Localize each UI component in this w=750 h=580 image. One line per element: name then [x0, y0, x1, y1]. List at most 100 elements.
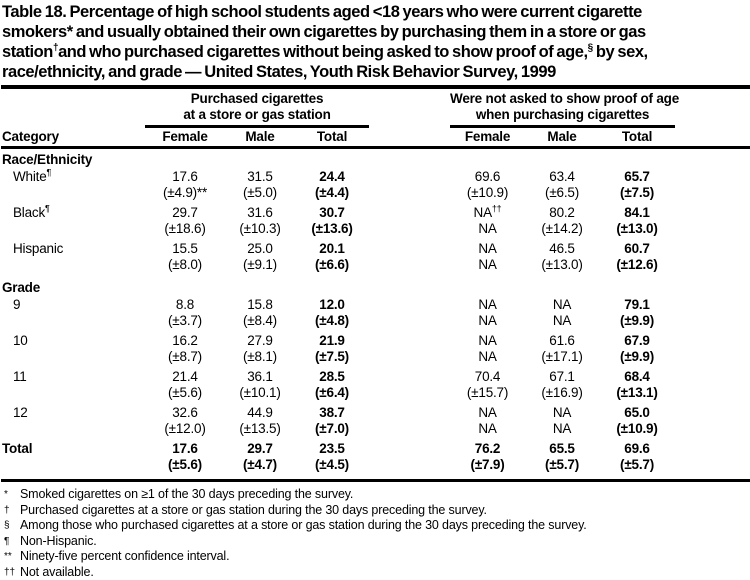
- group-gap-cell: [369, 297, 450, 313]
- value-cell: (±7.0): [295, 421, 369, 441]
- value-cell: NA: [525, 405, 599, 421]
- group2-header-line2: when purchasing cigarettes: [450, 107, 675, 123]
- footnote-text: Ninety-five percent confidence interval.: [20, 549, 229, 565]
- value-cell: 31.5: [225, 169, 295, 185]
- value-cell: NA: [450, 241, 525, 257]
- value-cell: (±8.7): [145, 349, 225, 369]
- category-cell: Total: [1, 441, 145, 457]
- value-cell: (±18.6): [145, 221, 225, 241]
- value-cell: 38.7: [295, 405, 369, 421]
- value-cell: NA: [525, 313, 599, 333]
- footnote-marker: ††: [4, 565, 20, 580]
- right-margin-cell: [675, 441, 750, 457]
- table-title-line: race/ethnicity, and grade — United State…: [2, 62, 750, 82]
- footnote-marker: §: [4, 518, 20, 534]
- right-margin-cell: [675, 297, 750, 313]
- value-cell: (±6.4): [295, 385, 369, 405]
- value-cell: 46.5: [525, 241, 599, 257]
- footnote-text: Smoked cigarettes on ≥1 of the 30 days p…: [20, 487, 353, 503]
- value-cell: NA††: [450, 205, 525, 221]
- group-gap-cell: [369, 421, 450, 441]
- group-gap-cell: [369, 241, 450, 257]
- group-gap-cell: [369, 369, 450, 385]
- empty-corner-cell: [1, 89, 145, 127]
- table-title-line: smokers* and usually obtained their own …: [2, 22, 750, 42]
- footnote-marker: †: [4, 503, 20, 519]
- right-margin-cell: [675, 349, 750, 369]
- value-cell: (±9.9): [599, 349, 675, 369]
- section-header-row: Race/Ethnicity: [1, 148, 750, 170]
- value-cell: (±8.1): [225, 349, 295, 369]
- category-cell: Black¶: [1, 205, 145, 221]
- category-cell: [1, 385, 145, 405]
- value-cell: 65.0: [599, 405, 675, 421]
- value-cell: (±7.9): [450, 457, 525, 477]
- right-margin-cell: [675, 241, 750, 257]
- value-cell: (±10.9): [599, 421, 675, 441]
- group-gap-cell: [369, 441, 450, 457]
- category-column-header: Category: [1, 127, 145, 148]
- section-header-row: Grade: [1, 277, 750, 297]
- group-gap-cell: [369, 385, 450, 405]
- value-cell: (±4.7): [225, 457, 295, 477]
- category-cell: [1, 257, 145, 277]
- group-gap-cell: [369, 405, 450, 421]
- footnote-text: Not available.: [20, 565, 94, 580]
- value-cell: (±15.7): [450, 385, 525, 405]
- category-cell: 9: [1, 297, 145, 313]
- value-cell: (±7.5): [295, 349, 369, 369]
- value-cell: (±4.9)**: [145, 185, 225, 205]
- right-margin-cell: [675, 185, 750, 205]
- value-cell: (±12.6): [599, 257, 675, 277]
- value-cell: NA: [525, 297, 599, 313]
- footnote-text: Among those who purchased cigarettes at …: [20, 518, 587, 534]
- right-margin-cell: [675, 405, 750, 421]
- value-cell: 69.6: [599, 441, 675, 457]
- group-gap-cell: [369, 169, 450, 185]
- group-gap-header: [369, 127, 450, 148]
- table-title-line: Table 18. Percentage of high school stud…: [2, 2, 750, 22]
- right-margin-header: [675, 127, 750, 148]
- value-cell: 36.1: [225, 369, 295, 385]
- right-margin-cell: [675, 369, 750, 385]
- table-row-ci: (±5.6)(±10.1)(±6.4)(±15.7)(±16.9)(±13.1): [1, 385, 750, 405]
- value-cell: 24.4: [295, 169, 369, 185]
- value-cell: (±17.1): [525, 349, 599, 369]
- footnote: **Ninety-five percent confidence interva…: [4, 549, 750, 565]
- table-title-line: station†and who purchased cigarettes wit…: [2, 42, 750, 62]
- value-cell: 21.4: [145, 369, 225, 385]
- group1-header: Purchased cigarettes at a store or gas s…: [145, 89, 369, 127]
- value-cell: 69.6: [450, 169, 525, 185]
- value-cell: (±13.0): [599, 221, 675, 241]
- value-cell: 31.6: [225, 205, 295, 221]
- value-cell: 20.1: [295, 241, 369, 257]
- value-cell: (±5.7): [599, 457, 675, 477]
- value-cell: (±6.6): [295, 257, 369, 277]
- value-cell: 21.9: [295, 333, 369, 349]
- group-header-row: Purchased cigarettes at a store or gas s…: [1, 89, 750, 127]
- right-margin-cell: [675, 333, 750, 349]
- section-header: Race/Ethnicity: [1, 148, 750, 170]
- value-cell: (±9.1): [225, 257, 295, 277]
- group-gap-cell: [369, 185, 450, 205]
- right-margin-cell: [675, 385, 750, 405]
- value-cell: 67.9: [599, 333, 675, 349]
- value-cell: 65.7: [599, 169, 675, 185]
- group-gap-cell: [369, 333, 450, 349]
- right-margin-cell: [675, 421, 750, 441]
- right-margin-cell: [675, 457, 750, 477]
- category-cell: [1, 221, 145, 241]
- value-cell: 61.6: [525, 333, 599, 349]
- footnote-marker: *: [4, 487, 20, 503]
- value-cell: 23.5: [295, 441, 369, 457]
- value-cell: 80.2: [525, 205, 599, 221]
- footnote-text: Purchased cigarettes at a store or gas s…: [20, 503, 487, 519]
- value-cell: (±12.0): [145, 421, 225, 441]
